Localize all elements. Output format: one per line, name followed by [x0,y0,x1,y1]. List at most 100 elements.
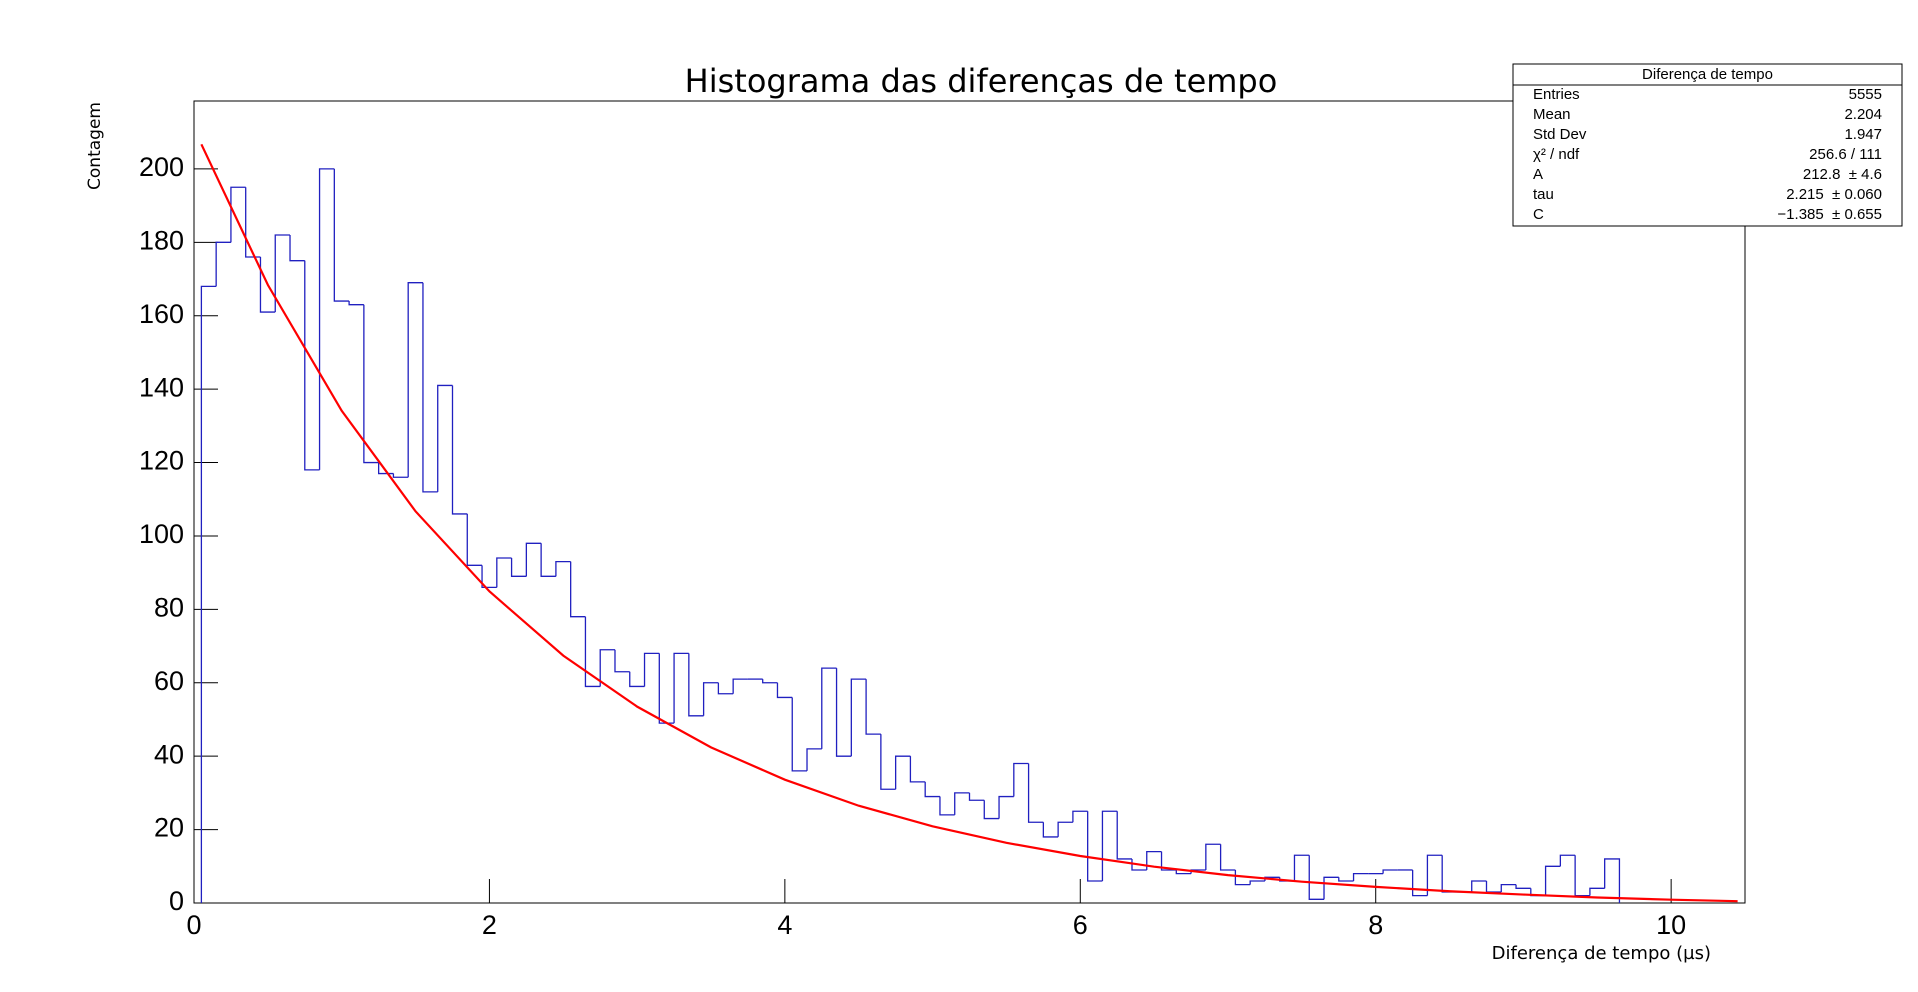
histogram-bin [392,473,409,478]
histogram-bin [673,652,689,724]
y-tick-label: 120 [139,446,184,476]
histogram-bin [510,557,527,577]
histogram-bin [215,241,231,287]
histogram-bin [318,168,335,470]
histogram-bin [998,795,1014,819]
histogram-bin [1426,854,1443,896]
histogram-bin [776,682,793,699]
histogram-bin [835,668,852,757]
histogram-bin [1249,880,1265,885]
stats-value: 5555 [1849,86,1882,103]
histogram-bin [1293,854,1310,881]
histogram-bin [451,385,468,515]
histogram-bin [1308,855,1325,900]
histogram-bin [1589,887,1605,896]
histogram-bin [806,748,822,771]
histogram-bin [894,755,911,790]
histogram-bin [614,649,630,673]
histogram-bin [1500,883,1517,892]
histogram-bin [1411,869,1428,897]
histogram-bin [555,560,571,577]
plot-frame [193,100,1746,904]
stats-label: χ² / ndf [1533,146,1580,163]
histogram-bin [983,800,1000,820]
stats-value: 1.947 [1844,126,1882,143]
x-tick-label: 0 [186,910,201,940]
histogram-bin [1042,822,1059,838]
histogram-bin [1072,810,1088,823]
histogram-bin [1146,850,1162,870]
stats-label: C [1533,206,1544,223]
histogram-bin [525,542,542,577]
y-tick-label: 200 [139,152,184,182]
histogram-bin [850,678,867,757]
histogram-bin [466,513,483,566]
y-tick-label: 20 [154,813,184,843]
histogram-bin [363,304,379,464]
histogram-bin [732,678,748,694]
histogram-bin [1515,884,1531,889]
y-tick-label: 140 [139,372,184,402]
histogram-bin [304,260,320,471]
histogram-bin [259,256,276,313]
histogram-bin [584,616,601,688]
histogram-bin [821,667,837,749]
stats-label: Entries [1533,86,1580,103]
histogram-bin [1175,869,1192,875]
stats-value: −1.385 ± 0.655 [1777,206,1882,223]
histogram-bin [230,186,246,243]
x-tick-label: 2 [482,910,497,940]
y-tick-label: 100 [139,519,184,549]
stats-label: Mean [1533,106,1571,123]
histogram-bin [939,796,955,816]
histogram-bin [924,781,940,798]
y-tick-label: 80 [154,592,184,622]
histogram-bin [540,543,556,577]
x-axis-label: Diferença de tempo (µs) [1492,943,1711,964]
x-tick-label: 4 [777,910,792,940]
histogram-bin [1160,851,1177,871]
histogram-bin [688,653,704,717]
histogram-bin [289,234,305,262]
y-tick-label: 160 [139,299,184,329]
histogram-bin [643,652,660,687]
histogram-bin [865,679,881,735]
x-tick-label: 6 [1073,910,1088,940]
histogram-bin [702,682,719,716]
histogram-bin [1101,810,1118,881]
histogram-bin [200,285,217,903]
y-tick-label: 40 [154,739,184,769]
histogram-bin [274,234,291,313]
fit-curve [200,143,1738,903]
histogram-bin [1382,869,1398,874]
histogram-bin [1087,811,1103,882]
y-tick-label: 60 [154,666,184,696]
histogram-bin [570,561,586,618]
histogram-bin [496,557,512,588]
stats-value: 212.8 ± 4.6 [1803,166,1882,183]
histogram-bin [1544,865,1561,896]
histogram-bin [1057,821,1073,837]
histogram-bin [968,792,985,801]
stats-value: 2.204 [1844,106,1882,123]
stats-label: Std Dev [1533,126,1587,143]
chart-title: Histograma das diferenças de tempo [685,62,1278,100]
histogram-bin [1116,811,1132,860]
histogram-bin [1338,877,1354,882]
histogram-bin [791,697,808,772]
x-tick-label: 10 [1656,910,1686,940]
stats-label: A [1533,166,1543,183]
histogram-bin [1323,876,1339,900]
histogram-bin [481,565,497,588]
y-tick-label: 180 [139,225,184,255]
histogram-bin [599,649,615,687]
stats-label: tau [1533,186,1554,203]
histogram-bin [1219,844,1236,871]
histogram-bin [437,384,453,492]
histogram-bin [880,734,896,790]
y-axis-label: Contagem [85,102,105,190]
histogram-bin [333,168,350,302]
histogram-bin [1559,854,1576,867]
stats-title: Diferença de tempo [1642,66,1773,83]
